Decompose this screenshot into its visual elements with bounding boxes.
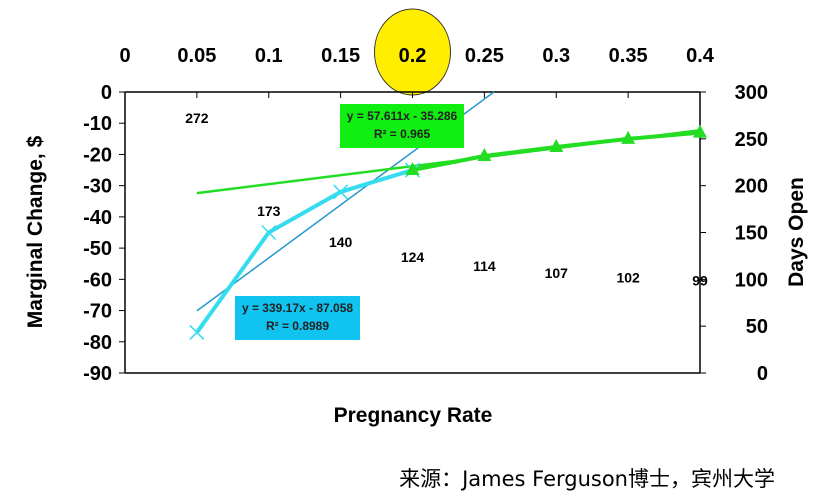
triangle-marker [621,130,636,144]
green-trendline-equation: y = 57.611x - 35.286 [347,109,458,123]
y2-tick-label: 300 [735,82,768,104]
days-open-label: 140 [329,234,353,250]
x-marker [333,184,349,200]
y-tick-label: -20 [83,144,112,166]
y-tick-label: -90 [83,363,112,385]
y-tick-label: -60 [83,269,112,291]
y-tick-label: -30 [83,176,112,198]
y2-tick-label: 200 [735,176,768,198]
series-line-cyan [195,168,414,334]
x-tick-label: 0.4 [686,45,715,67]
x-tick-label: 0.2 [399,45,427,67]
green-trendline-box [340,104,464,148]
y2-tick-label: 150 [735,223,768,245]
x-tick-label: 0 [119,45,130,67]
y2-axis-title: Days Open [785,177,808,287]
y2-tick-label: 250 [735,129,768,151]
x-axis-title: Pregnancy Rate [334,404,493,427]
y-tick-label: -50 [83,238,112,260]
x-tick-label: 0.25 [465,45,504,67]
y2-tick-label: 50 [746,316,768,338]
source-caption: 来源：James Ferguson博士，宾州大学 [399,467,775,491]
y2-tick-label: 100 [735,269,768,291]
cyan-trendline-r2: R² = 0.8989 [266,319,329,333]
days-open-label: 102 [616,269,640,285]
days-open-label: 99 [692,272,708,288]
days-open-label: 107 [545,265,569,281]
cyan-trendline-equation: y = 339.17x - 87.058 [242,301,353,315]
x-tick-label: 0.05 [177,45,216,67]
days-open-label: 173 [257,203,281,219]
green-trendline-r2: R² = 0.965 [374,127,431,141]
x-marker [261,224,277,241]
x-tick-label: 0.15 [321,45,360,67]
cyan-trendline-box [235,296,360,340]
y-tick-label: 0 [101,82,112,104]
days-open-label: 114 [473,258,496,274]
days-open-label: 124 [401,249,425,265]
x-tick-label: 0.3 [542,45,570,67]
x-tick-label: 0.1 [255,45,283,67]
triangle-marker [693,124,707,138]
y2-tick-label: 0 [757,363,768,385]
x-marker [189,324,205,340]
y-axis-title: Marginal Change, $ [24,135,47,328]
y-tick-label: -40 [83,207,112,229]
days-open-label: 272 [185,110,209,126]
triangle-marker [405,162,420,176]
triangle-marker [549,138,564,152]
y-tick-label: -10 [83,113,112,135]
triangle-marker [477,148,492,162]
y-tick-label: -80 [83,332,112,354]
y-tick-label: -70 [83,301,112,323]
x-tick-label: 0.35 [609,45,648,67]
